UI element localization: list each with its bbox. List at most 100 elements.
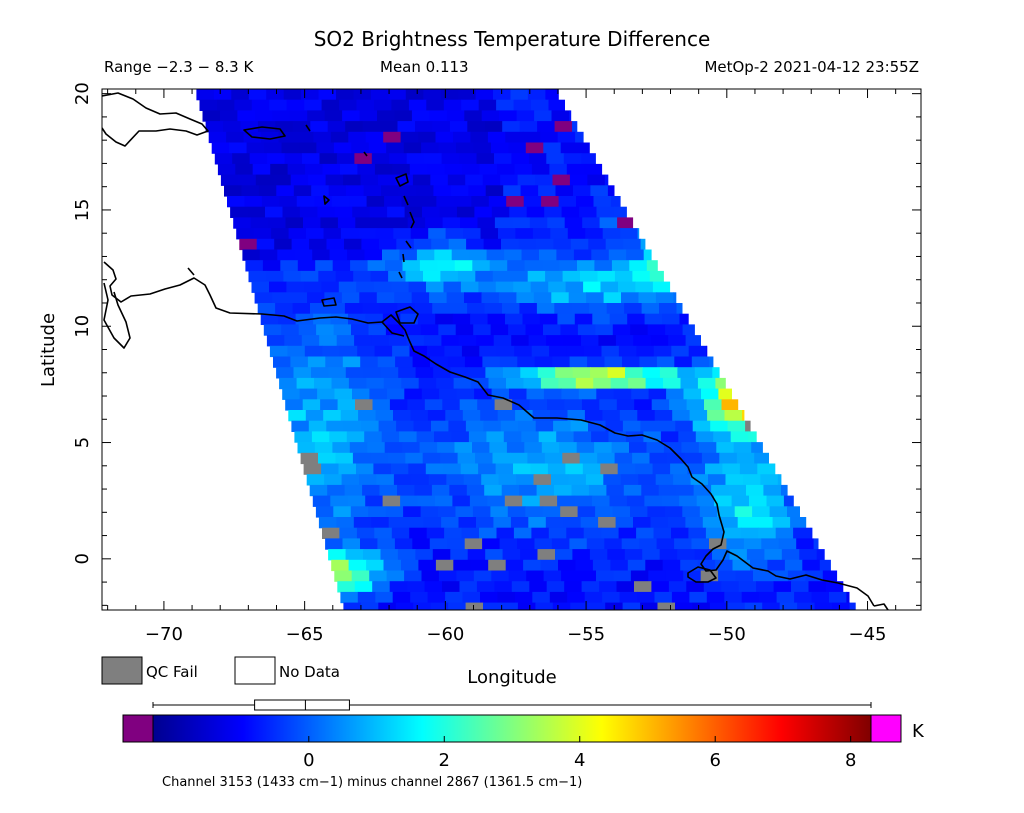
data-cell: [523, 196, 542, 208]
data-cell: [570, 238, 589, 251]
data-cell: [822, 570, 838, 582]
data-cell: [699, 506, 718, 518]
data-cell: [667, 452, 685, 465]
data-cell: [637, 591, 655, 604]
data-cell: [713, 431, 732, 443]
data-cell: [629, 260, 648, 272]
data-cell: [469, 613, 487, 624]
data-cell: [626, 431, 644, 443]
data-cell: [342, 538, 361, 550]
data-cell: [403, 142, 422, 154]
data-cell: [482, 356, 501, 368]
data-cell: [684, 452, 703, 465]
data-cell: [543, 570, 562, 582]
data-cell: [370, 270, 389, 283]
data-cell: [419, 196, 437, 208]
data-cell: [612, 324, 631, 336]
data-cell: [521, 613, 539, 624]
colorbar-unit: K: [912, 721, 925, 742]
data-cell: [495, 281, 514, 293]
data-cell: [488, 559, 507, 572]
data-cell: [350, 260, 369, 272]
data-cell: [450, 367, 469, 379]
data-cell: [563, 335, 582, 347]
data-cell: [602, 410, 621, 422]
data-cell: [448, 420, 467, 432]
data-cell: [655, 292, 674, 304]
data-cell: [619, 410, 638, 422]
data-cell: [589, 303, 608, 315]
data-cell: [392, 345, 411, 358]
data-cell: [338, 463, 357, 475]
data-cell: [702, 517, 721, 529]
data-cell: [279, 196, 298, 208]
data-cell: [775, 527, 794, 539]
data-cell: [359, 110, 378, 122]
data-cell: [353, 89, 372, 101]
data-cell: [432, 121, 451, 133]
data-cell: [494, 217, 513, 229]
data-cell: [601, 345, 620, 358]
data-cell: [286, 99, 305, 111]
data-cell: [472, 506, 491, 518]
data-cell: [513, 463, 531, 475]
data-cell: [324, 474, 343, 486]
data-cell: [784, 559, 803, 572]
data-cell: [296, 377, 315, 390]
data-cell: [654, 410, 673, 422]
coastline-east-coast: [873, 603, 889, 610]
data-cell: [382, 249, 400, 261]
data-cell: [682, 506, 701, 518]
data-cell: [677, 549, 696, 561]
data-cell: [594, 442, 613, 454]
data-cell: [413, 238, 432, 251]
data-cell: [566, 527, 585, 539]
data-cell: [759, 591, 778, 604]
data-cell: [307, 110, 326, 122]
data-cell: [302, 153, 320, 165]
data-cell: [420, 324, 439, 336]
data-cell: [298, 324, 317, 336]
data-cell: [566, 345, 585, 358]
data-cell: [432, 303, 451, 315]
data-cell: [773, 581, 792, 593]
data-cell: [288, 410, 307, 422]
data-cell: [513, 281, 532, 293]
data-cell: [281, 142, 300, 154]
data-cell: [260, 313, 279, 325]
data-cell: [567, 591, 586, 604]
data-cell: [595, 506, 614, 518]
data-cell: [515, 410, 534, 422]
data-cell: [355, 399, 373, 411]
data-cell: [425, 217, 444, 229]
data-cell: [422, 452, 441, 465]
data-cell: [581, 399, 600, 411]
data-cell: [436, 377, 455, 390]
data-cell: [255, 174, 274, 186]
x-tick-label: −55: [567, 624, 605, 645]
data-cell: [593, 196, 612, 208]
data-cell: [609, 495, 628, 507]
data-cell: [427, 410, 446, 422]
data-cell: [458, 89, 477, 101]
data-cell: [328, 185, 347, 197]
data-cell: [554, 484, 572, 497]
data-cell: [787, 570, 806, 582]
island-9: [398, 271, 403, 279]
data-cell: [740, 527, 759, 539]
data-cell: [318, 452, 336, 465]
data-cell: [779, 602, 798, 610]
data-cell: [311, 367, 329, 379]
data-cell: [358, 228, 377, 240]
data-cell: [659, 303, 677, 315]
data-cell: [353, 517, 372, 529]
data-cell: [321, 99, 340, 111]
data-cell: [473, 570, 492, 582]
data-cell: [572, 367, 591, 379]
data-cell: [814, 602, 833, 610]
data-cell: [802, 559, 821, 572]
data-cell: [722, 463, 741, 475]
data-cell: [365, 131, 384, 144]
data-cell: [451, 613, 469, 624]
data-cell: [343, 420, 362, 432]
